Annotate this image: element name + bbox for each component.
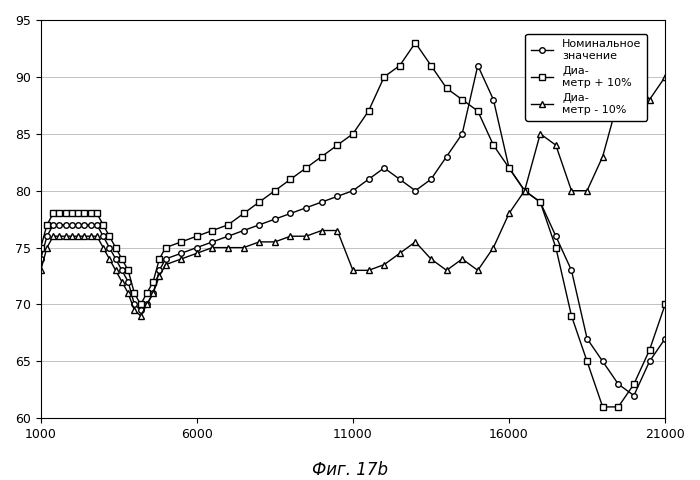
Text: Фиг. 17b: Фиг. 17b bbox=[312, 461, 388, 479]
Номинальное
значение bbox=[318, 199, 326, 205]
Диа-
метр + 10% bbox=[333, 142, 342, 148]
Диа-
метр + 10% bbox=[36, 245, 45, 251]
Line: Диа-
метр + 10%: Диа- метр + 10% bbox=[38, 40, 668, 409]
Диа-
метр + 10% bbox=[380, 74, 389, 80]
Диа-
метр - 10% bbox=[333, 228, 342, 233]
Диа-
метр + 10% bbox=[124, 267, 132, 273]
Диа-
метр + 10% bbox=[364, 108, 372, 114]
Номинальное
значение bbox=[489, 97, 498, 103]
Диа-
метр - 10% bbox=[630, 74, 638, 80]
Диа-
метр - 10% bbox=[395, 251, 404, 256]
Диа-
метр - 10% bbox=[349, 267, 357, 273]
Диа-
метр - 10% bbox=[380, 262, 389, 267]
Диа-
метр + 10% bbox=[598, 404, 607, 410]
Диа-
метр - 10% bbox=[489, 245, 498, 251]
Диа-
метр + 10% bbox=[661, 301, 669, 307]
Номинальное
значение bbox=[630, 393, 638, 398]
Диа-
метр - 10% bbox=[124, 290, 132, 296]
Line: Номинальное
значение: Номинальное значение bbox=[38, 63, 668, 398]
Номинальное
значение bbox=[364, 177, 372, 182]
Номинальное
значение bbox=[333, 193, 342, 199]
Диа-
метр + 10% bbox=[489, 142, 498, 148]
Legend: Номинальное
значение, Диа-
метр + 10%, Диа-
метр - 10%: Номинальное значение, Диа- метр + 10%, Д… bbox=[526, 34, 647, 120]
Диа-
метр + 10% bbox=[411, 40, 419, 46]
Номинальное
значение bbox=[380, 165, 389, 171]
Line: Диа-
метр - 10%: Диа- метр - 10% bbox=[38, 74, 668, 319]
Диа-
метр - 10% bbox=[136, 313, 145, 319]
Диа-
метр - 10% bbox=[36, 267, 45, 273]
Номинальное
значение bbox=[474, 62, 482, 68]
Диа-
метр - 10% bbox=[661, 74, 669, 80]
Номинальное
значение bbox=[661, 336, 669, 341]
Номинальное
значение bbox=[36, 256, 45, 262]
Диа-
метр + 10% bbox=[318, 154, 326, 159]
Номинальное
значение bbox=[124, 279, 132, 285]
